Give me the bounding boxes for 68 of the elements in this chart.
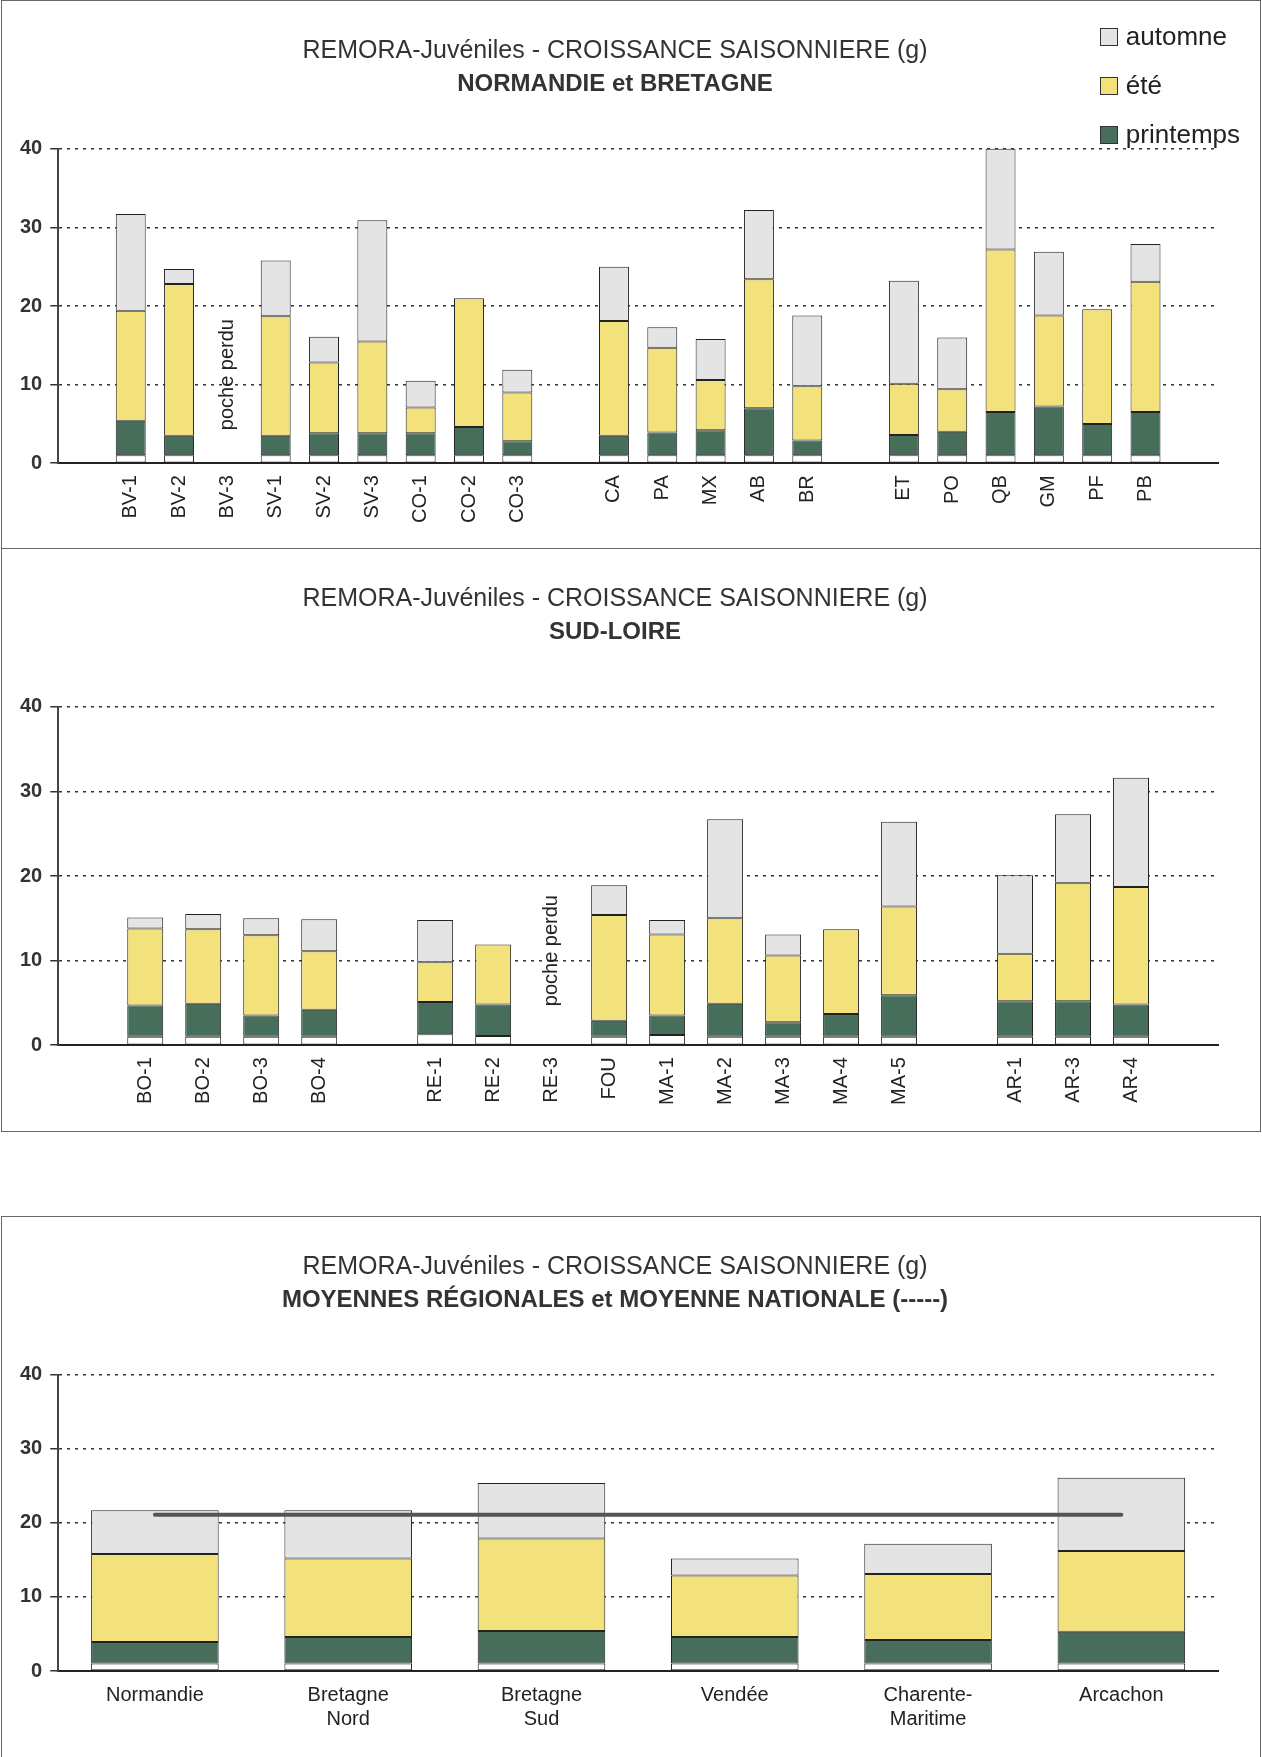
x-tick-label: Charente-Maritime bbox=[883, 1682, 973, 1729]
x-tick-label: PO bbox=[939, 475, 962, 505]
x-tick-label: AB bbox=[746, 475, 769, 502]
x-tick-label: RE-1 bbox=[422, 1057, 445, 1103]
y-tick-label: 20 bbox=[20, 1510, 43, 1533]
x-tick-label: CA bbox=[601, 474, 624, 504]
x-tick-label: QB bbox=[988, 475, 1011, 505]
annotation: poche perdu bbox=[214, 319, 237, 431]
x-tick-label: PB bbox=[1133, 475, 1156, 502]
y-tick-label: 40 bbox=[20, 136, 43, 159]
y-tick-label: 30 bbox=[20, 1436, 43, 1459]
x-tick-label: MA-4 bbox=[828, 1057, 851, 1106]
x-tick-label: CO-3 bbox=[504, 475, 527, 524]
y-tick-label: 20 bbox=[20, 293, 43, 316]
y-tick-label: 20 bbox=[20, 863, 43, 886]
x-tick-label: BO-4 bbox=[306, 1057, 329, 1104]
x-tick-label: RE-3 bbox=[538, 1057, 561, 1103]
x-tick-label: BO-3 bbox=[248, 1057, 271, 1104]
x-tick-label: CO-2 bbox=[456, 475, 479, 524]
chart-subtitle: MOYENNES RÉGIONALES et MOYENNE NATIONALE (-----) bbox=[281, 1285, 949, 1313]
x-tick-label: Bretagne Sud bbox=[500, 1682, 583, 1729]
x-tick-label: BV-3 bbox=[214, 475, 237, 519]
x-tick-label: MX bbox=[698, 475, 721, 506]
chart-title: REMORA-Juvéniles - CROISSANCE SAISONNIERE (g) bbox=[302, 582, 928, 611]
y-tick-label: 30 bbox=[20, 214, 43, 237]
legend-label: été bbox=[1125, 70, 1162, 101]
x-tick-label: MA-3 bbox=[770, 1057, 793, 1106]
legend-label: automne bbox=[1125, 21, 1228, 52]
y-tick-label: 10 bbox=[20, 372, 43, 395]
x-tick-label: Bretagne Nord bbox=[307, 1682, 389, 1729]
chart-title: REMORA-Juvéniles - CROISSANCE SAISONNIERE (g) bbox=[302, 1250, 928, 1279]
x-tick-label: MA-5 bbox=[886, 1057, 909, 1106]
x-tick-label: Vendée bbox=[700, 1682, 769, 1705]
y-tick-label: 40 bbox=[20, 694, 43, 717]
y-tick-label: 0 bbox=[31, 1032, 43, 1055]
x-tick-label: BO-2 bbox=[190, 1057, 213, 1104]
x-tick-label: PF bbox=[1084, 475, 1107, 501]
x-tick-label: BV-1 bbox=[118, 475, 141, 519]
x-tick-label: GM bbox=[1036, 475, 1059, 508]
y-tick-label: 10 bbox=[20, 948, 43, 971]
x-tick-label: FOU bbox=[596, 1057, 619, 1100]
chart-subtitle: NORMANDIE et BRETAGNE bbox=[457, 69, 773, 97]
y-tick-label: 0 bbox=[31, 1658, 43, 1681]
y-tick-label: 30 bbox=[20, 778, 43, 801]
annotation: poche perdu bbox=[538, 895, 561, 1007]
x-tick-label: SV-1 bbox=[263, 475, 286, 519]
legend-label: printemps bbox=[1125, 119, 1240, 150]
x-tick-label: AR-4 bbox=[1118, 1057, 1141, 1103]
x-tick-label: SV-2 bbox=[311, 475, 334, 519]
x-tick-label: RE-2 bbox=[480, 1057, 503, 1103]
x-tick-label: BV-2 bbox=[166, 475, 189, 519]
x-tick-label: AR-1 bbox=[1002, 1057, 1025, 1103]
x-tick-label: BR bbox=[794, 475, 817, 504]
y-tick-label: 40 bbox=[20, 1362, 43, 1385]
x-tick-label: SV-3 bbox=[359, 475, 382, 519]
chart-subtitle: SUD-LOIRE bbox=[549, 617, 681, 645]
y-tick-label: 0 bbox=[31, 450, 43, 473]
x-tick-label: ET bbox=[891, 475, 914, 501]
x-tick-label: PA bbox=[649, 474, 672, 501]
x-tick-label: CO-1 bbox=[408, 475, 431, 524]
x-tick-label: BO-1 bbox=[132, 1057, 155, 1104]
x-tick-label: MA-2 bbox=[712, 1057, 735, 1106]
x-tick-label: MA-1 bbox=[654, 1057, 677, 1106]
x-tick-label: AR-3 bbox=[1060, 1057, 1083, 1103]
chart-title: REMORA-Juvéniles - CROISSANCE SAISONNIERE (g) bbox=[302, 34, 928, 63]
y-tick-label: 10 bbox=[20, 1584, 43, 1607]
x-tick-label: Arcachon bbox=[1079, 1682, 1164, 1705]
x-tick-label: Normandie bbox=[105, 1682, 204, 1705]
